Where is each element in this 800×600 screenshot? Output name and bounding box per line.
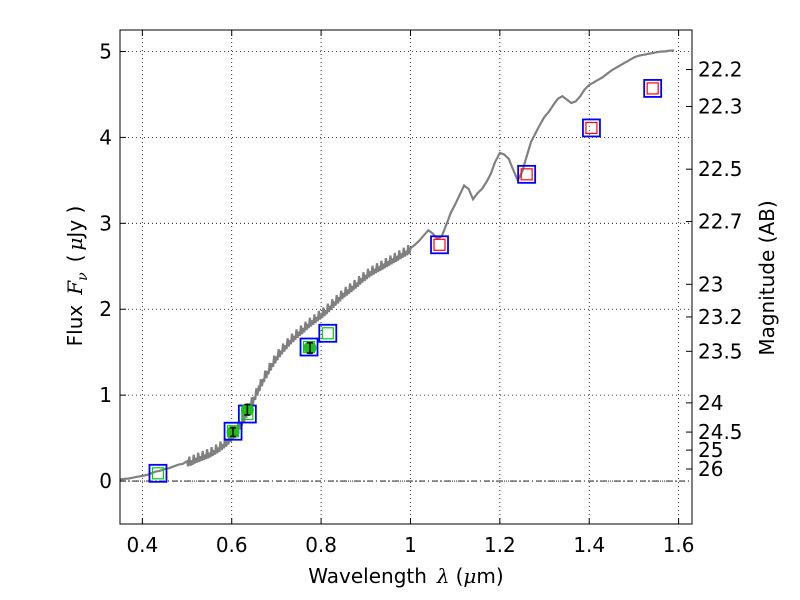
- x-tick-label: 1.4: [573, 533, 605, 557]
- x-tick-label: 1: [404, 533, 417, 557]
- magnitude-tick-label: 24: [698, 391, 723, 415]
- y-tick-label: 1: [99, 383, 112, 407]
- observed-photometry-boxes: [148, 79, 663, 483]
- x-tick-label: 1.2: [484, 533, 516, 557]
- model-band-box: [585, 121, 598, 135]
- observed-box: [148, 463, 168, 483]
- magnitude-tick-label: 22.3: [698, 94, 743, 118]
- magnitude-axis-label: Magnitude (AB): [755, 200, 779, 355]
- model-band-box: [646, 82, 659, 95]
- errorbar-point: [226, 425, 240, 439]
- y-axis-label: FluxFν(μJy ): [63, 206, 91, 347]
- magnitude-tick-label: 22.5: [698, 157, 743, 181]
- x-tick-label: 1.6: [663, 533, 695, 557]
- x-tick-label: 0.8: [305, 533, 337, 557]
- observed-box: [582, 118, 601, 138]
- magnitude-tick-label: 22.7: [698, 210, 743, 234]
- model-band-box: [321, 327, 334, 340]
- magnitude-tick-label: 23: [698, 272, 723, 296]
- observed-box: [643, 79, 663, 98]
- model-band-box: [433, 238, 446, 251]
- magnitude-tick-label: 23.2: [698, 305, 743, 329]
- observed-box: [430, 235, 449, 255]
- errorbar-point: [240, 403, 254, 417]
- observed-box: [223, 421, 243, 441]
- x-tick-label: 0.6: [216, 533, 248, 557]
- y-tick-label: 2: [99, 297, 112, 321]
- magnitude-tick-label: 23.5: [698, 339, 743, 363]
- magnitude-tick-label: 25: [698, 438, 723, 462]
- sed-model-line: [119, 49, 675, 481]
- y-tick-label: 5: [99, 39, 112, 63]
- plot-frame: [119, 29, 693, 525]
- model-band-box: [520, 168, 533, 181]
- model-band-box: [151, 467, 165, 480]
- observed-box: [318, 323, 338, 343]
- magnitude-tick-label: 24.5: [698, 420, 743, 444]
- errorbar-points: [226, 341, 317, 439]
- x-axis-label: Wavelength λ (μm): [308, 564, 503, 588]
- x-tick-label: 0.4: [126, 533, 158, 557]
- grid: [120, 30, 692, 524]
- y-axis-ticks: 0 1 2 3 4 5: [99, 39, 126, 493]
- y-tick-label: 4: [99, 125, 112, 149]
- observed-box: [299, 337, 319, 357]
- y-tick-label: 0: [99, 469, 112, 493]
- y-tick-label: 3: [99, 211, 112, 235]
- magnitude-tick-label: 22.2: [698, 58, 743, 82]
- errorbar-point: [303, 341, 317, 355]
- observed-box: [517, 164, 537, 184]
- magnitude-tick-label: 26: [698, 457, 723, 481]
- x-axis-ticks: 0.4 0.6 0.8 1 1.2 1.4 1.6: [126, 30, 695, 557]
